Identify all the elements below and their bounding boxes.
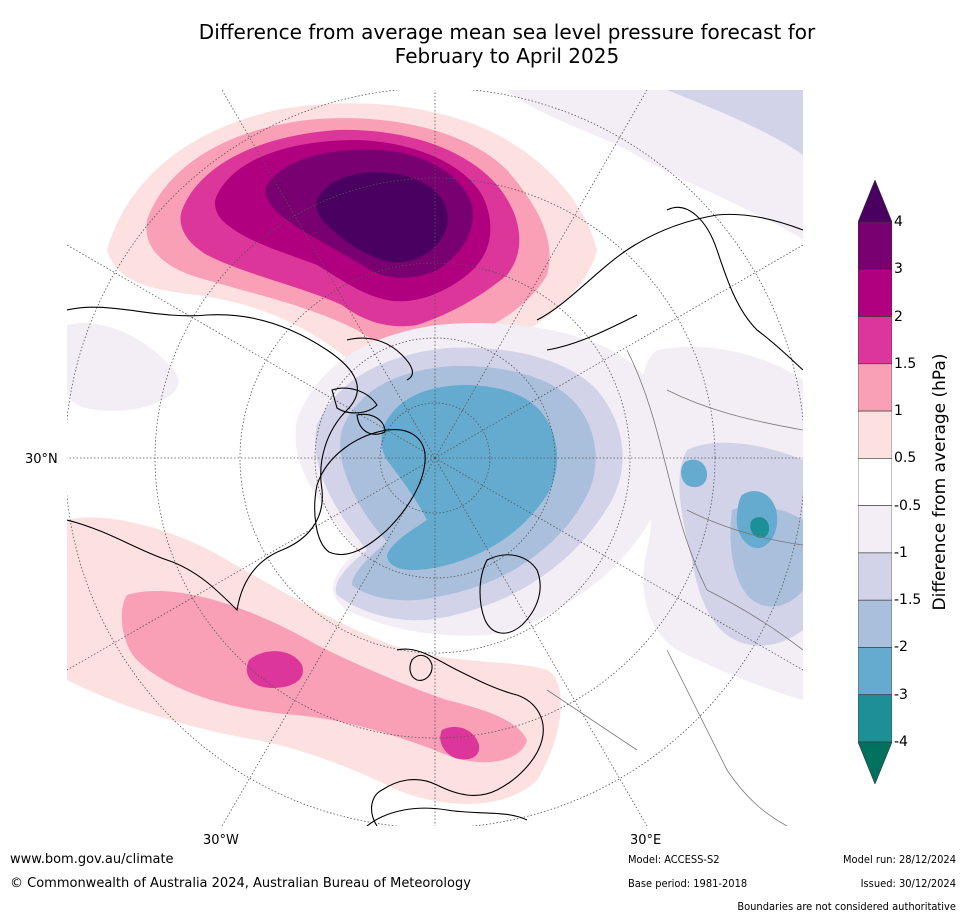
colorbar-tick-label: 4	[894, 214, 903, 230]
title-line-1: Difference from average mean sea level p…	[198, 20, 816, 44]
country-borders	[546, 349, 803, 826]
colorbar-extend-top	[858, 180, 892, 223]
coast-europe	[371, 648, 544, 826]
coast-alaska	[346, 337, 413, 381]
colorbar-tick-label: 0.5	[894, 450, 917, 467]
colorbar-box	[858, 410, 892, 459]
footer-model-run: Model run: 28/12/2024	[843, 853, 956, 866]
colorbar-tick-label: 2	[894, 308, 903, 325]
colorbar-box	[858, 268, 892, 317]
colorbar-extend-bottom	[858, 741, 892, 784]
colorbar-tick-label: -2	[894, 639, 908, 656]
contour-pos15-atlantic	[246, 651, 303, 688]
colorbar-box	[858, 694, 892, 743]
colorbar-box	[858, 221, 892, 270]
lon-label-30w: 30°W	[203, 833, 239, 848]
contour-pos15-italy	[440, 726, 480, 760]
lon-label-30e: 30°E	[630, 833, 662, 848]
graticule	[67, 90, 803, 826]
colorbar-tick-label: -3	[894, 686, 908, 703]
colorbar-box	[858, 552, 892, 601]
coast-uk	[409, 654, 433, 681]
footer-issued: Issued: 30/12/2024	[860, 877, 956, 890]
coast-greenland	[314, 429, 426, 556]
colorbar-box	[858, 647, 892, 696]
footer-model: Model: ACCESS-S2	[628, 853, 720, 866]
colorbar-tick-label: 1	[894, 403, 903, 420]
coast-east-asia	[666, 206, 803, 371]
colorbar-box	[858, 363, 892, 412]
colorbar-tick-label: 1.5	[894, 355, 917, 372]
colorbar-tick-label: -0.5	[894, 497, 922, 514]
coastlines	[67, 206, 803, 826]
contour-neg1-northeast	[667, 90, 803, 155]
contour-neg3-east-asia	[750, 517, 769, 538]
colorbar-box	[858, 599, 892, 648]
colorbar-tick-label: 3	[894, 261, 903, 278]
footer-website[interactable]: www.bom.gov.au/climate	[10, 852, 174, 867]
chart-title: Difference from average mean sea level p…	[0, 20, 965, 68]
coast-scandinavia	[479, 554, 541, 634]
colorbar	[858, 180, 892, 784]
colorbar-tick-label: -1.5	[894, 592, 922, 609]
footer-base-period: Base period: 1981-2018	[628, 877, 748, 890]
footer-disclaimer: Boundaries are not considered authoritat…	[737, 900, 956, 913]
polar-map	[67, 90, 803, 826]
coast-siberia	[536, 213, 803, 351]
colorbar-box	[858, 316, 892, 365]
coast-canadian-archipelago	[331, 387, 386, 435]
colorbar-box	[858, 505, 892, 554]
colorbar-box	[858, 458, 892, 506]
coast-north-africa	[366, 807, 528, 826]
contour-neg05-north	[507, 90, 803, 240]
colorbar-label: Difference from average (hPa)	[930, 353, 950, 611]
lat-label-30n: 30°N	[25, 452, 58, 467]
title-line-2: February to April 2025	[394, 44, 620, 68]
contour-neg2-central-asia	[681, 459, 707, 488]
contour-pos1-atlantic	[121, 591, 527, 763]
footer-copyright: © Commonwealth of Australia 2024, Austra…	[10, 876, 471, 891]
contour-pos4-pacific	[316, 172, 448, 263]
colorbar-tick-label: -1	[894, 544, 908, 561]
contour-neg05-west	[67, 323, 179, 411]
colorbar-tick-label: -4	[894, 734, 908, 750]
coast-north-america	[67, 306, 358, 612]
